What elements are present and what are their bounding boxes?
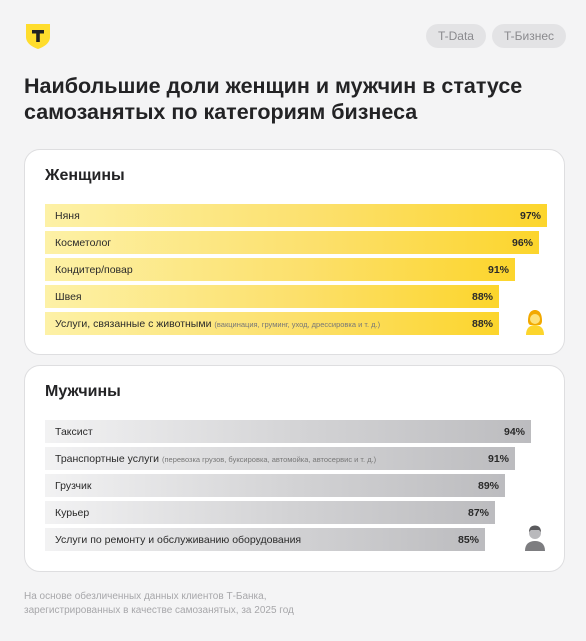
man-avatar-icon (525, 525, 545, 551)
bar-category: Швея (55, 290, 82, 303)
bar-men-4: Услуги по ремонту и обслуживанию оборудо… (45, 528, 485, 551)
bar-women-0: Няня 97% (45, 204, 547, 227)
bar-label: Таксист (55, 426, 93, 438)
bar-value-label: 94% (503, 425, 525, 438)
bar-value-label: 91% (487, 452, 509, 465)
footnote: На основе обезличенных данных клиентов Т… (24, 590, 424, 618)
bar-label: Курьер (55, 507, 89, 519)
bar-value-label: 85% (457, 533, 479, 546)
bar-men-1: Транспортные услуги (перевозка грузов, б… (45, 447, 515, 470)
bar-category: Таксист (55, 425, 93, 438)
woman-avatar-icon (526, 310, 544, 335)
bar-value-label: 89% (477, 479, 499, 492)
bar-category: Услуги по ремонту и обслуживанию оборудо… (55, 533, 302, 546)
bar-note: (вакцинация, груминг, уход, дрессировка … (214, 319, 381, 329)
bar-label: Косметолог (55, 237, 111, 249)
bar-label: Грузчик (55, 480, 91, 492)
bar-label: Швея (55, 291, 82, 303)
bar-value-label: 88% (471, 317, 493, 330)
bar-note: (перевозка грузов, буксировка, автомойка… (161, 454, 377, 464)
bar-category: Грузчик (55, 479, 92, 492)
women-bars: Няня 97% Косметолог 96% Кондитер/повар 91% Шве… (45, 204, 547, 339)
men-bars: Таксист 94% Транспортные услуги (перевозка… (45, 420, 545, 555)
page-title: Наибольшие доли женщин и мужчин в статус… (24, 74, 523, 124)
footnote-line-1: На основе обезличенных данных клиентов Т… (24, 591, 267, 602)
tag-t-business[interactable]: T-Бизнес (491, 24, 566, 48)
bar-category: Услуги, связанные с животными (55, 317, 212, 330)
bar-value-label: 88% (471, 290, 493, 303)
bar-category: Курьер (55, 506, 90, 519)
women-chart-card: Женщины Няня 97% Косметолог 96% Кондитер/пов… (24, 149, 565, 355)
bar-men-2: Грузчик 89% (45, 474, 505, 497)
men-chart-card: Мужчины Таксист 94% Транспортные услуги (п… (24, 365, 565, 572)
bar-value-label: 97% (519, 209, 541, 222)
bar-value-label: 96% (511, 236, 533, 249)
bar-label: Услуги по ремонту и обслуживанию оборудо… (55, 534, 301, 546)
bar-label: Транспортные услуги (перевозка грузов, б… (55, 453, 376, 465)
bar-women-3: Швея 88% (45, 285, 499, 308)
bar-women-2: Кондитер/повар 91% (45, 258, 515, 281)
bar-value-label: 91% (487, 263, 509, 276)
bar-men-0: Таксист 94% (45, 420, 531, 443)
bar-category: Няня (55, 209, 80, 222)
bar-category: Транспортные услуги (55, 452, 160, 465)
bar-category: Косметолог (55, 236, 112, 249)
bar-women-4: Услуги, связанные с животными (вакцинаци… (45, 312, 499, 335)
bar-category: Кондитер/повар (55, 263, 133, 276)
tags-group: T-Data T-Бизнес (425, 24, 566, 48)
bar-women-1: Косметолог 96% (45, 231, 539, 254)
bar-value-label: 87% (467, 506, 489, 519)
women-chart-title: Женщины (45, 167, 125, 184)
bar-men-3: Курьер 87% (45, 501, 495, 524)
bar-label: Услуги, связанные с животными (вакцинаци… (55, 318, 380, 330)
tag-t-data[interactable]: T-Data (425, 24, 486, 48)
bar-label: Няня (55, 210, 80, 222)
bar-label: Кондитер/повар (55, 264, 133, 276)
men-chart-title: Мужчины (45, 383, 121, 400)
footnote-line-2: зарегистрированных в качестве самозаняты… (24, 605, 294, 616)
t-bank-shield-icon (26, 24, 50, 49)
